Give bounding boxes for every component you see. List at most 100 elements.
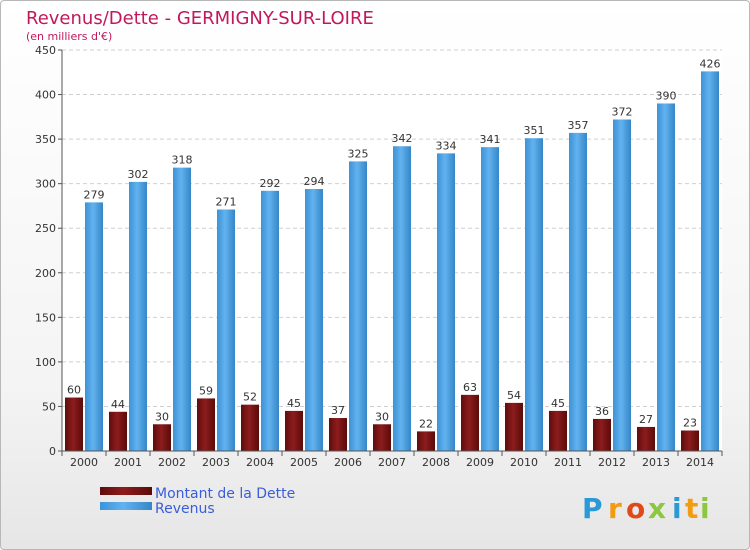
- bar-revenus-2002: [173, 167, 191, 452]
- bar-revenus-2003: [217, 209, 235, 451]
- legend-label-1: Revenus: [155, 501, 215, 517]
- label-revenus-2001: 302: [128, 168, 149, 181]
- bar-debt-2003: [197, 398, 215, 451]
- label-debt-2014: 23: [683, 417, 697, 430]
- label-revenus-2009: 341: [480, 133, 501, 146]
- label-revenus-2007: 342: [392, 132, 413, 145]
- bar-revenus-2006: [349, 161, 367, 451]
- y-tick-label: 250: [35, 222, 56, 235]
- label-debt-2011: 45: [551, 397, 565, 410]
- x-tick-label: 2008: [422, 456, 450, 469]
- bar-debt-2006: [329, 418, 347, 451]
- x-axis: 2000 2001 2002 2003 2004 2005 2006 2007 2008 2009…: [61, 450, 723, 469]
- y-tick-label: 150: [35, 311, 56, 324]
- logo-letter: i: [700, 492, 710, 525]
- bar-debt-2010: [505, 402, 523, 451]
- x-tick-label: 2006: [334, 456, 362, 469]
- logo-letter: t: [685, 492, 698, 525]
- label-revenus-2000: 279: [84, 188, 105, 201]
- label-debt-2008: 22: [419, 417, 433, 430]
- legend-swatch-0: [100, 487, 152, 495]
- x-tick-label: 2012: [598, 456, 626, 469]
- label-debt-2002: 30: [155, 410, 169, 423]
- label-revenus-2014: 426: [700, 57, 721, 70]
- chart-title: Revenus/Dette - GERMIGNY-SUR-LOIRE: [26, 8, 374, 29]
- x-tick-label: 2013: [642, 456, 670, 469]
- bar-revenus-2012: [613, 119, 631, 452]
- bar-revenus-2010: [525, 138, 543, 451]
- y-tick-label: 350: [35, 133, 56, 146]
- label-revenus-2011: 357: [568, 119, 589, 132]
- label-revenus-2008: 334: [436, 139, 457, 152]
- logo-letter: x: [648, 492, 666, 525]
- bar-revenus-2005: [305, 189, 323, 451]
- label-debt-2009: 63: [463, 381, 477, 394]
- logo-letter: r: [608, 492, 622, 525]
- y-tick-label: 100: [35, 356, 56, 369]
- label-revenus-2002: 318: [172, 154, 193, 167]
- label-revenus-2006: 325: [348, 147, 369, 160]
- label-debt-2012: 36: [595, 405, 609, 418]
- bar-debt-2014: [681, 430, 699, 451]
- bar-debt-2000: [65, 397, 83, 451]
- label-debt-2001: 44: [111, 398, 125, 411]
- label-revenus-2005: 294: [304, 175, 325, 188]
- bar-revenus-2013: [657, 103, 675, 451]
- legend-label-0: Montant de la Dette: [155, 486, 295, 502]
- x-tick-label: 2010: [510, 456, 538, 469]
- label-revenus-2004: 292: [260, 177, 281, 190]
- bar-debt-2005: [285, 410, 303, 451]
- bar-debt-2002: [153, 424, 171, 451]
- label-debt-2007: 30: [375, 410, 389, 423]
- label-debt-2003: 59: [199, 384, 213, 397]
- x-tick-label: 2014: [686, 456, 714, 469]
- label-revenus-2012: 372: [612, 106, 633, 119]
- bar-revenus-2001: [129, 181, 147, 451]
- x-tick-label: 2011: [554, 456, 582, 469]
- bar-revenus-2008: [437, 153, 455, 451]
- x-tick-label: 2000: [70, 456, 98, 469]
- x-tick-label: 2002: [158, 456, 186, 469]
- bar-revenus-2009: [481, 147, 499, 451]
- y-tick-label: 300: [35, 178, 56, 191]
- legend-swatch-1: [100, 502, 152, 510]
- bar-revenus-2011: [569, 132, 587, 451]
- label-debt-2004: 52: [243, 391, 257, 404]
- y-tick-label: 450: [35, 44, 56, 57]
- label-debt-2010: 54: [507, 389, 521, 402]
- bar-debt-2012: [593, 418, 611, 451]
- x-tick-label: 2004: [246, 456, 274, 469]
- x-tick-label: 2007: [378, 456, 406, 469]
- label-debt-2000: 60: [67, 384, 81, 397]
- x-tick-label: 2003: [202, 456, 230, 469]
- bar-revenus-2007: [393, 146, 411, 452]
- x-tick-label: 2009: [466, 456, 494, 469]
- logo-letter: o: [626, 492, 645, 525]
- x-tick-label: 2005: [290, 456, 318, 469]
- bar-debt-2011: [549, 410, 567, 451]
- bar-debt-2008: [417, 431, 435, 451]
- label-debt-2013: 27: [639, 413, 653, 426]
- label-debt-2006: 37: [331, 404, 345, 417]
- label-revenus-2013: 390: [656, 89, 677, 102]
- label-debt-2005: 45: [287, 397, 301, 410]
- y-axis: 0 50 100 150 200 250 300 350 400 450: [35, 44, 63, 458]
- y-tick-label: 0: [49, 445, 56, 458]
- bars: 60 279 44 302 30 318 59 271 52 292 45 294 37 325 30 342…: [65, 57, 721, 452]
- bar-debt-2013: [637, 426, 655, 451]
- y-tick-label: 200: [35, 267, 56, 280]
- bar-debt-2009: [461, 394, 479, 451]
- y-tick-label: 50: [42, 400, 56, 413]
- chart-subtitle: (en milliers d'€): [26, 30, 112, 43]
- logo-letter: i: [672, 492, 682, 525]
- bar-revenus-2014: [701, 71, 719, 452]
- logo-letter: P: [582, 492, 603, 525]
- label-revenus-2003: 271: [216, 196, 237, 209]
- plot-area: [62, 50, 722, 451]
- bar-debt-2001: [109, 411, 127, 451]
- bar-debt-2004: [241, 404, 259, 451]
- bar-debt-2007: [373, 424, 391, 451]
